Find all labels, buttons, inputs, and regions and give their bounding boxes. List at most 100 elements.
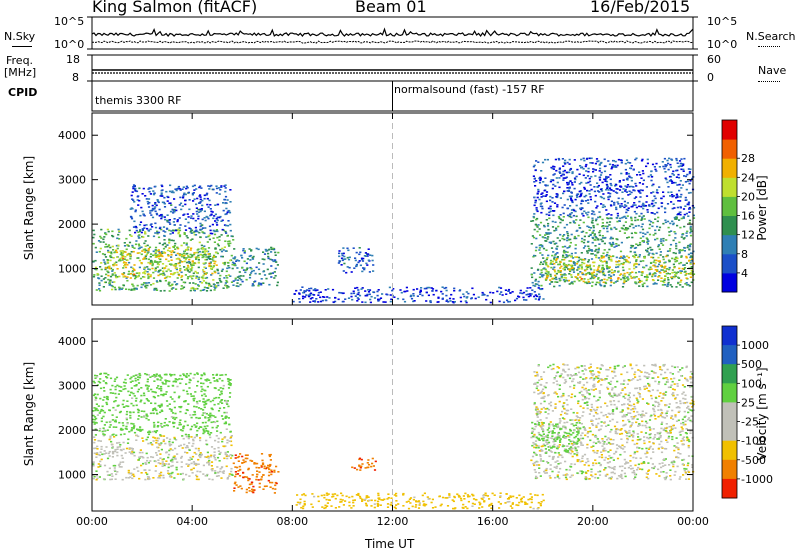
velocity-cell-1-248 — [135, 384, 138, 386]
power-cell-6-583 — [562, 279, 565, 281]
velocity-cell-0-310 — [147, 461, 150, 464]
power-cell-6-657 — [586, 225, 589, 228]
power-cell-5-106 — [312, 300, 315, 302]
power-cell-6-305 — [544, 237, 547, 239]
power-cell-1-162 — [152, 271, 155, 274]
velocity-cell-0-111 — [207, 455, 210, 458]
power-cell-3-83 — [261, 258, 264, 260]
power-cell-8-78 — [617, 197, 620, 200]
velocity-cell-2-123 — [261, 459, 264, 462]
velocity-cell-0-383 — [126, 442, 130, 444]
power-cell-3-40 — [251, 283, 254, 285]
power-cell-5-191 — [373, 297, 377, 299]
power-cell-7-273 — [601, 264, 604, 267]
power-cell-8-321 — [664, 171, 667, 173]
power-cell-6-387 — [559, 271, 562, 273]
power-cell-0-478 — [111, 288, 114, 291]
power-cell-6-399 — [599, 279, 602, 282]
velocity-cell-4-86 — [423, 504, 426, 507]
power-cell-3-115 — [263, 258, 266, 261]
power-cell-6-99 — [555, 278, 558, 281]
power-cell-5-214 — [427, 294, 430, 297]
power-cell-2-33 — [188, 208, 191, 211]
power-cell-6-332 — [540, 261, 543, 264]
power-cell-8-204 — [642, 179, 645, 182]
power-cell-8-313 — [688, 172, 691, 175]
velocity-cell-0-283 — [93, 436, 96, 438]
power-cell-1-82 — [107, 274, 110, 277]
power-cell-8-581 — [597, 184, 600, 187]
power-cell-0-580 — [159, 279, 162, 282]
power-cell-8-469 — [584, 200, 587, 202]
power-cell-7-259 — [655, 259, 658, 262]
power-cell-5-237 — [540, 288, 543, 291]
velocity-cell-0-50 — [163, 464, 166, 467]
power-cell-0-614 — [217, 244, 220, 247]
velocity-cell-1-414 — [92, 418, 95, 421]
power-cell-6-460 — [647, 247, 650, 250]
velocity-cell-4-235 — [452, 507, 455, 510]
velocity-cell-0-263 — [95, 474, 99, 477]
power-cell-6-631 — [622, 255, 625, 257]
power-cell-6-580 — [539, 263, 542, 266]
power-cell-1-152 — [108, 265, 111, 268]
power-cell-5-123 — [396, 297, 400, 300]
power-cell-6-227 — [607, 271, 610, 273]
power-cell-8-140 — [664, 211, 667, 214]
power-cell-8-279 — [588, 157, 591, 160]
velocity-cell-1-487 — [168, 403, 171, 405]
velocity-cell-4-41 — [311, 493, 314, 495]
velocity-cell-1-361 — [197, 427, 200, 430]
power-cell-6-616 — [589, 227, 592, 229]
power-cell-7-184 — [623, 258, 626, 261]
power-cell-8-38 — [554, 158, 557, 161]
velocity-cell-4-274 — [541, 493, 544, 496]
power-cell-3-112 — [270, 276, 273, 278]
power-cell-1-149 — [203, 270, 206, 273]
power-cell-8-433 — [636, 174, 639, 176]
power-cell-0-200 — [170, 288, 173, 290]
velocity-cell-1-259 — [156, 425, 159, 428]
power-cell-1-220 — [154, 249, 158, 252]
velocity-cell-1-504 — [161, 426, 164, 428]
power-cell-6-477 — [573, 262, 577, 264]
power-cell-0-225 — [189, 231, 192, 233]
velocity-cell-3-9 — [373, 469, 377, 471]
velocity-cell-4-137 — [350, 507, 353, 509]
power-cell-4-64 — [368, 271, 371, 273]
velocity-cell-1-108 — [101, 430, 104, 433]
velocity-cell-4-259 — [434, 506, 437, 508]
power-cell-6-339 — [601, 218, 604, 221]
power-cell-6-312 — [653, 259, 656, 262]
power-cell-1-126 — [185, 257, 188, 259]
power-cell-6-352 — [662, 240, 665, 242]
velocity-cell-1-205 — [131, 380, 134, 382]
power-cell-0-467 — [192, 282, 195, 284]
velocity-cell-2-7 — [246, 457, 249, 460]
power-cell-6-642 — [634, 219, 637, 222]
velocity-cell-4-251 — [368, 499, 371, 502]
velocity-cell-0-220 — [216, 466, 219, 468]
velocity-cell-1-191 — [153, 396, 156, 399]
power-cell-6-38 — [584, 258, 587, 260]
velocity-cell-0-404 — [145, 452, 148, 455]
velocity-cell-0-240 — [197, 449, 200, 452]
velocity-cell-0-231 — [215, 475, 219, 477]
power-cell-3-23 — [232, 280, 235, 282]
power-cell-7-285 — [544, 279, 548, 281]
power-cell-7-269 — [670, 276, 673, 278]
power-cell-6-480 — [651, 275, 654, 278]
power-cell-6-513 — [642, 232, 645, 234]
velocity-cell-2-75 — [271, 481, 274, 484]
power-cell-8-169 — [562, 212, 565, 215]
velocity-cell-1-451 — [92, 394, 96, 397]
power-cell-8-392 — [623, 206, 626, 209]
power-cell-6-52 — [594, 219, 598, 222]
velocity-cell-1-294 — [228, 382, 231, 384]
power-cell-7-109 — [547, 271, 550, 273]
velocity-cell-0-144 — [138, 451, 141, 454]
power-cell-0-547 — [106, 267, 109, 269]
power-cell-2-34 — [199, 210, 202, 213]
power-cell-1-232 — [162, 251, 165, 253]
velocity-cell-4-191 — [480, 497, 483, 500]
